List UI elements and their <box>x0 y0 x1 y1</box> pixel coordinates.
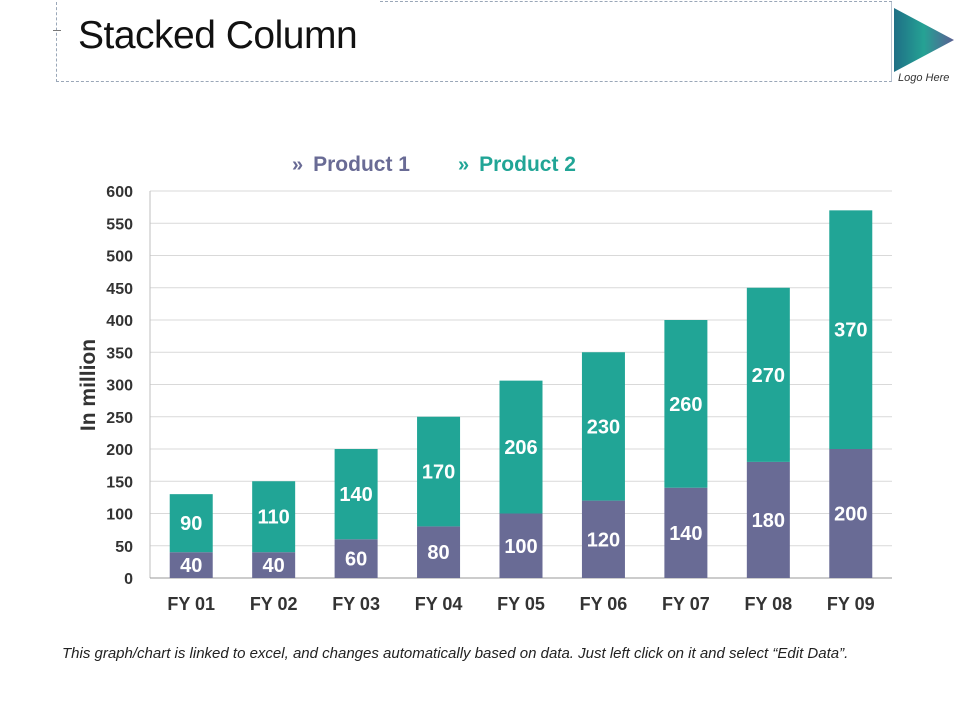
y-tick-label: 550 <box>106 216 133 233</box>
data-label: 90 <box>180 513 202 535</box>
bar-segment <box>499 380 543 514</box>
data-label: 206 <box>504 437 537 459</box>
bar-segment <box>334 539 378 578</box>
x-tick-label: FY 01 <box>167 594 215 614</box>
bar-segment <box>499 513 543 578</box>
y-tick-label: 200 <box>106 442 133 459</box>
y-axis-title: In million <box>77 339 100 431</box>
bar-segment <box>581 500 625 578</box>
legend-item-product-1: » Product 1 <box>292 153 410 177</box>
legend-marker-icon: » <box>457 153 470 176</box>
bar-segment <box>829 449 873 578</box>
bar-segment <box>334 449 378 540</box>
bar-segment <box>417 416 461 527</box>
data-label: 230 <box>587 416 620 438</box>
legend-label: Product 1 <box>313 153 410 176</box>
y-tick-label: 300 <box>106 378 133 395</box>
legend-marker-icon: » <box>292 153 304 176</box>
bar-segment <box>746 287 790 462</box>
y-tick-label: 350 <box>106 345 133 362</box>
data-label: 40 <box>180 555 202 577</box>
data-label: 200 <box>834 504 867 526</box>
chart-legend: » Product 1 » Product 2 <box>292 150 576 180</box>
data-label: 270 <box>752 365 785 387</box>
data-label: 110 <box>258 507 290 529</box>
x-tick-label: FY 03 <box>332 594 380 614</box>
footnote: This graph/chart is linked to excel, and… <box>62 645 849 662</box>
bar-segment <box>664 320 708 488</box>
data-label: 80 <box>427 542 449 564</box>
bar-segment <box>829 210 873 449</box>
x-tick-label: FY 04 <box>415 594 463 614</box>
bar-segment <box>252 481 296 553</box>
y-tick-label: 500 <box>106 249 133 266</box>
legend-label: Product 2 <box>479 153 576 176</box>
page-title: Stacked Column <box>78 14 358 57</box>
x-tick-label: FY 08 <box>744 594 792 614</box>
legend-item-product-2: » Product 2 <box>458 153 576 177</box>
x-tick-label: FY 06 <box>580 594 628 614</box>
y-tick-label: 0 <box>124 571 133 588</box>
logo-caption: Logo Here <box>898 72 950 84</box>
title-frame-top-line <box>380 1 892 2</box>
bar-segment <box>746 461 790 578</box>
data-label: 170 <box>422 462 455 484</box>
data-label: 120 <box>587 529 620 551</box>
data-label: 140 <box>339 484 372 506</box>
y-tick-label: 600 <box>106 184 133 201</box>
bar-segment <box>581 352 625 501</box>
bar-segment <box>417 526 461 578</box>
logo-triangle-icon <box>894 8 954 72</box>
y-tick-label: 250 <box>106 410 133 427</box>
y-tick-label: 50 <box>115 539 133 556</box>
data-label: 370 <box>834 320 867 342</box>
x-tick-label: FY 02 <box>250 594 298 614</box>
y-tick-label: 450 <box>106 281 133 298</box>
x-tick-label: FY 05 <box>497 594 545 614</box>
title-frame <box>56 2 892 82</box>
y-tick-label: 100 <box>106 507 133 524</box>
data-label: 100 <box>504 536 537 558</box>
title-frame-corner <box>53 30 61 31</box>
data-label: 60 <box>345 549 367 571</box>
x-tick-label: FY 09 <box>827 594 875 614</box>
data-label: 180 <box>752 510 785 532</box>
logo <box>893 6 955 86</box>
bar-segment <box>252 552 296 578</box>
data-label: 40 <box>263 555 285 577</box>
x-tick-label: FY 07 <box>662 594 710 614</box>
data-label: 140 <box>669 523 702 545</box>
y-tick-label: 400 <box>106 313 133 330</box>
bar-segment <box>169 552 213 578</box>
bar-segment <box>664 487 708 578</box>
bar-segment <box>169 494 213 553</box>
data-label: 260 <box>669 394 702 416</box>
y-tick-label: 150 <box>106 474 133 491</box>
